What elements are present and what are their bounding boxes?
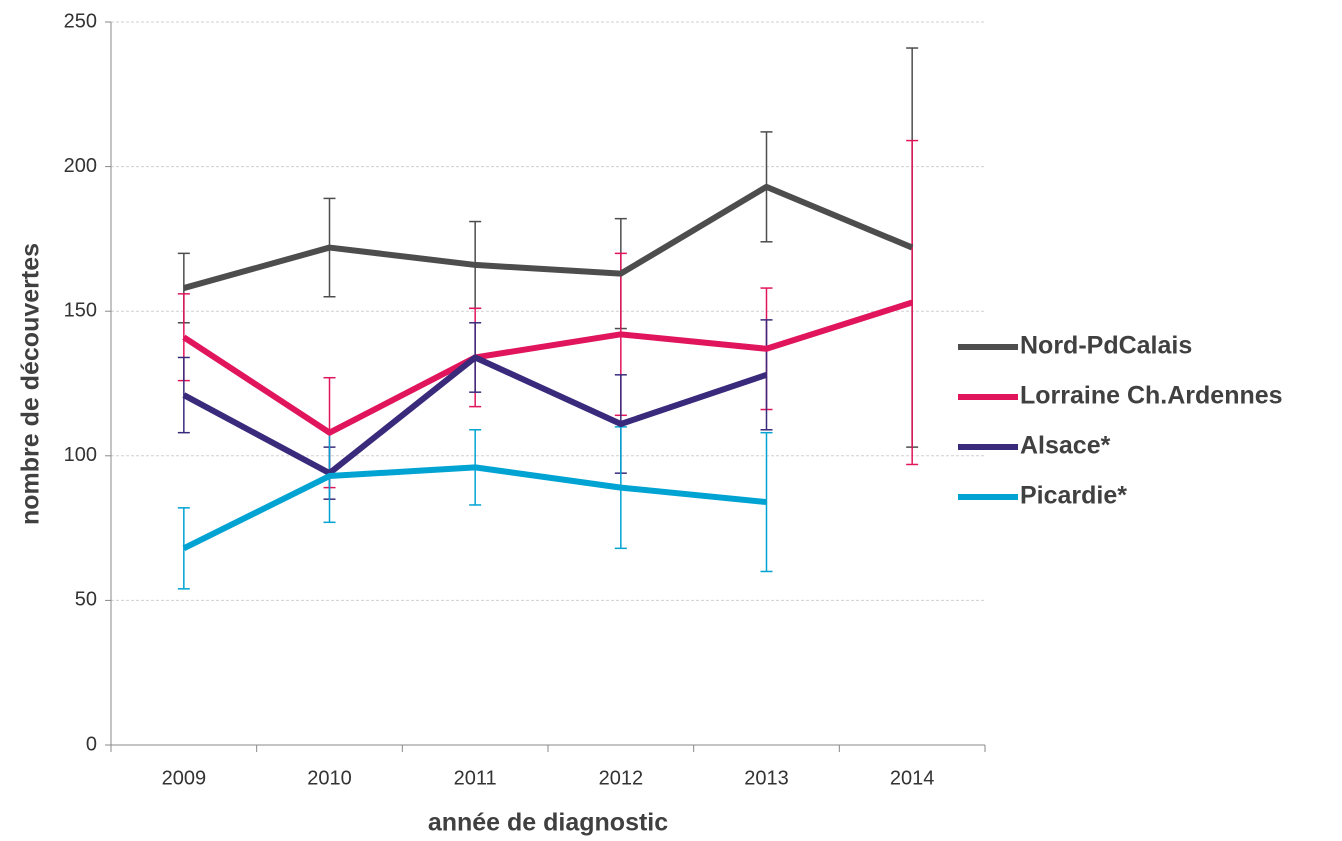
x-tick-label: 2014 <box>890 767 935 789</box>
series-line <box>182 354 768 477</box>
y-tick-label: 250 <box>64 10 97 32</box>
y-tick-label: 100 <box>64 444 97 466</box>
series-line <box>182 464 767 552</box>
y-tick-label: 0 <box>86 733 97 755</box>
series-line <box>183 183 914 291</box>
x-tick-label: 2012 <box>599 767 644 789</box>
y-axis-title: nombre de découvertes <box>17 243 45 525</box>
series-line <box>182 299 914 436</box>
legend-label: Nord-PdCalais <box>1020 332 1192 360</box>
y-tick-label: 50 <box>75 589 97 611</box>
y-tick-label: 200 <box>64 155 97 177</box>
x-tick-label: 2011 <box>454 767 497 789</box>
x-axis-title: année de diagnostic <box>428 809 668 837</box>
x-tick-label: 2010 <box>307 767 352 789</box>
legend-label: Alsace* <box>1020 432 1111 460</box>
y-tick-label: 150 <box>64 299 97 321</box>
legend-label: Lorraine Ch.Ardennes <box>1020 382 1283 410</box>
x-tick-label: 2009 <box>162 767 207 789</box>
legend-label: Picardie* <box>1020 482 1127 510</box>
x-tick-label: 2013 <box>744 767 789 789</box>
